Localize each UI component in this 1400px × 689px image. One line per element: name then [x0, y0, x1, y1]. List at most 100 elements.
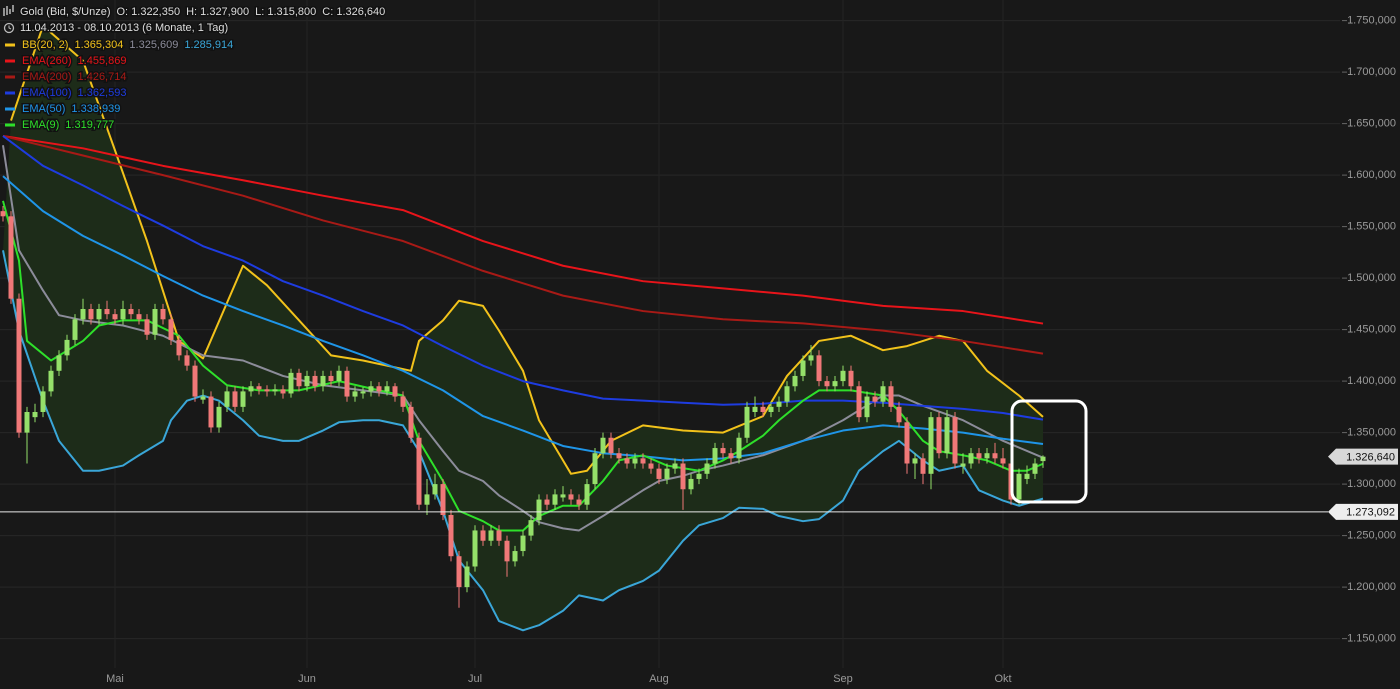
candle-body [400, 396, 406, 407]
candle-body [24, 412, 30, 433]
candle-body [984, 453, 990, 459]
ema-line [2, 175, 1044, 462]
candle-body [768, 406, 774, 412]
legend-text: H: 1.327,900 [186, 6, 249, 18]
candle-body [704, 463, 710, 474]
candle-body [872, 396, 878, 402]
legend-text: 11.04.2013 - 08.10.2013 (6 Monate, 1 Tag… [20, 22, 228, 34]
candle-body [80, 309, 86, 320]
candle-body [408, 406, 414, 438]
legend-text: 1.285,914 [184, 39, 233, 51]
legend-swatch [5, 91, 15, 95]
candle-body [528, 520, 534, 536]
clock-icon [3, 22, 15, 34]
candle-body [888, 386, 894, 407]
candle-body [784, 386, 790, 402]
candle-body [968, 453, 974, 464]
legend-text: 1.455,869 [78, 55, 127, 67]
candle-body [336, 370, 342, 382]
legend-swatch [5, 75, 15, 79]
candle-body [664, 468, 670, 479]
candle-body [608, 437, 614, 454]
candle-body [696, 473, 702, 479]
price-tag [1328, 448, 1398, 465]
legend-swatch [5, 59, 15, 63]
y-tick-label: 1.350,000 [1347, 427, 1396, 439]
candle-body [992, 453, 998, 459]
candle-body [488, 530, 494, 541]
candle-body [168, 319, 174, 340]
candle-body [680, 463, 686, 490]
candle-body [208, 396, 214, 428]
candle-body [16, 298, 22, 433]
candle-body [720, 448, 726, 454]
candle-body [640, 458, 646, 464]
candle-body [904, 422, 910, 464]
candle-body [456, 556, 462, 588]
chart-icon [3, 5, 14, 16]
bollinger-lower [2, 250, 1044, 632]
candle-body [480, 530, 486, 541]
highlight-box [1010, 399, 1088, 504]
candle-body [816, 355, 822, 382]
candle-body [40, 391, 46, 412]
candle-body [88, 309, 94, 320]
candle-body [496, 530, 502, 541]
candle-body [760, 406, 766, 412]
candle-body [184, 355, 190, 366]
candle-body [8, 216, 14, 299]
candle-body [48, 370, 54, 392]
candle-body [112, 314, 118, 320]
legend-text: 1.338,939 [71, 103, 120, 115]
candle-body [232, 391, 238, 407]
candle-body [728, 453, 734, 459]
legend-text: EMA(260) [22, 55, 72, 67]
y-tick-label: 1.550,000 [1347, 221, 1396, 233]
candle-body [936, 417, 942, 454]
candle-body [432, 484, 438, 495]
candle-body [584, 484, 590, 505]
ema-line [2, 134, 1044, 325]
candle-body [312, 375, 318, 387]
candle-body [840, 370, 846, 382]
candle-body [96, 309, 102, 320]
y-tick-label: 1.500,000 [1347, 272, 1396, 284]
legend-swatch [5, 107, 15, 111]
candle-body [920, 458, 926, 474]
candle-body [328, 375, 334, 382]
x-tick-label: Jul [468, 673, 482, 685]
candle-body [288, 372, 294, 394]
y-tick-label: 1.650,000 [1347, 118, 1396, 130]
candle-body [912, 458, 918, 464]
candle-body [104, 309, 110, 315]
candle-body [320, 375, 326, 387]
candle-body [176, 339, 182, 356]
y-tick-label: 1.600,000 [1347, 169, 1396, 181]
candle-body [736, 437, 742, 459]
candle-body [776, 401, 782, 407]
candle-body [656, 468, 662, 479]
candle-body [568, 494, 574, 500]
y-tick-label: 1.400,000 [1347, 375, 1396, 387]
y-tick-label: 1.200,000 [1347, 581, 1396, 593]
candle-body [1032, 463, 1038, 474]
candle-body [544, 499, 550, 505]
legend-text: EMA(100) [22, 87, 72, 99]
candle-body [848, 370, 854, 387]
candle-body [152, 309, 158, 335]
candle-body [248, 386, 254, 392]
candle-body [792, 375, 798, 387]
band-fill [3, 25, 1043, 631]
y-tick-label: 1.250,000 [1347, 530, 1396, 542]
y-tick-label: 1.150,000 [1347, 633, 1396, 645]
candle-body [520, 535, 526, 552]
candle-body [624, 458, 630, 464]
candle-body [280, 389, 286, 394]
candle-body [448, 515, 454, 557]
candle-body [384, 386, 390, 392]
overlay: 1.273,092 1.326,640 [0, 448, 1398, 520]
candle-body [416, 437, 422, 505]
candle-body [264, 389, 270, 392]
plot [0, 24, 1046, 632]
